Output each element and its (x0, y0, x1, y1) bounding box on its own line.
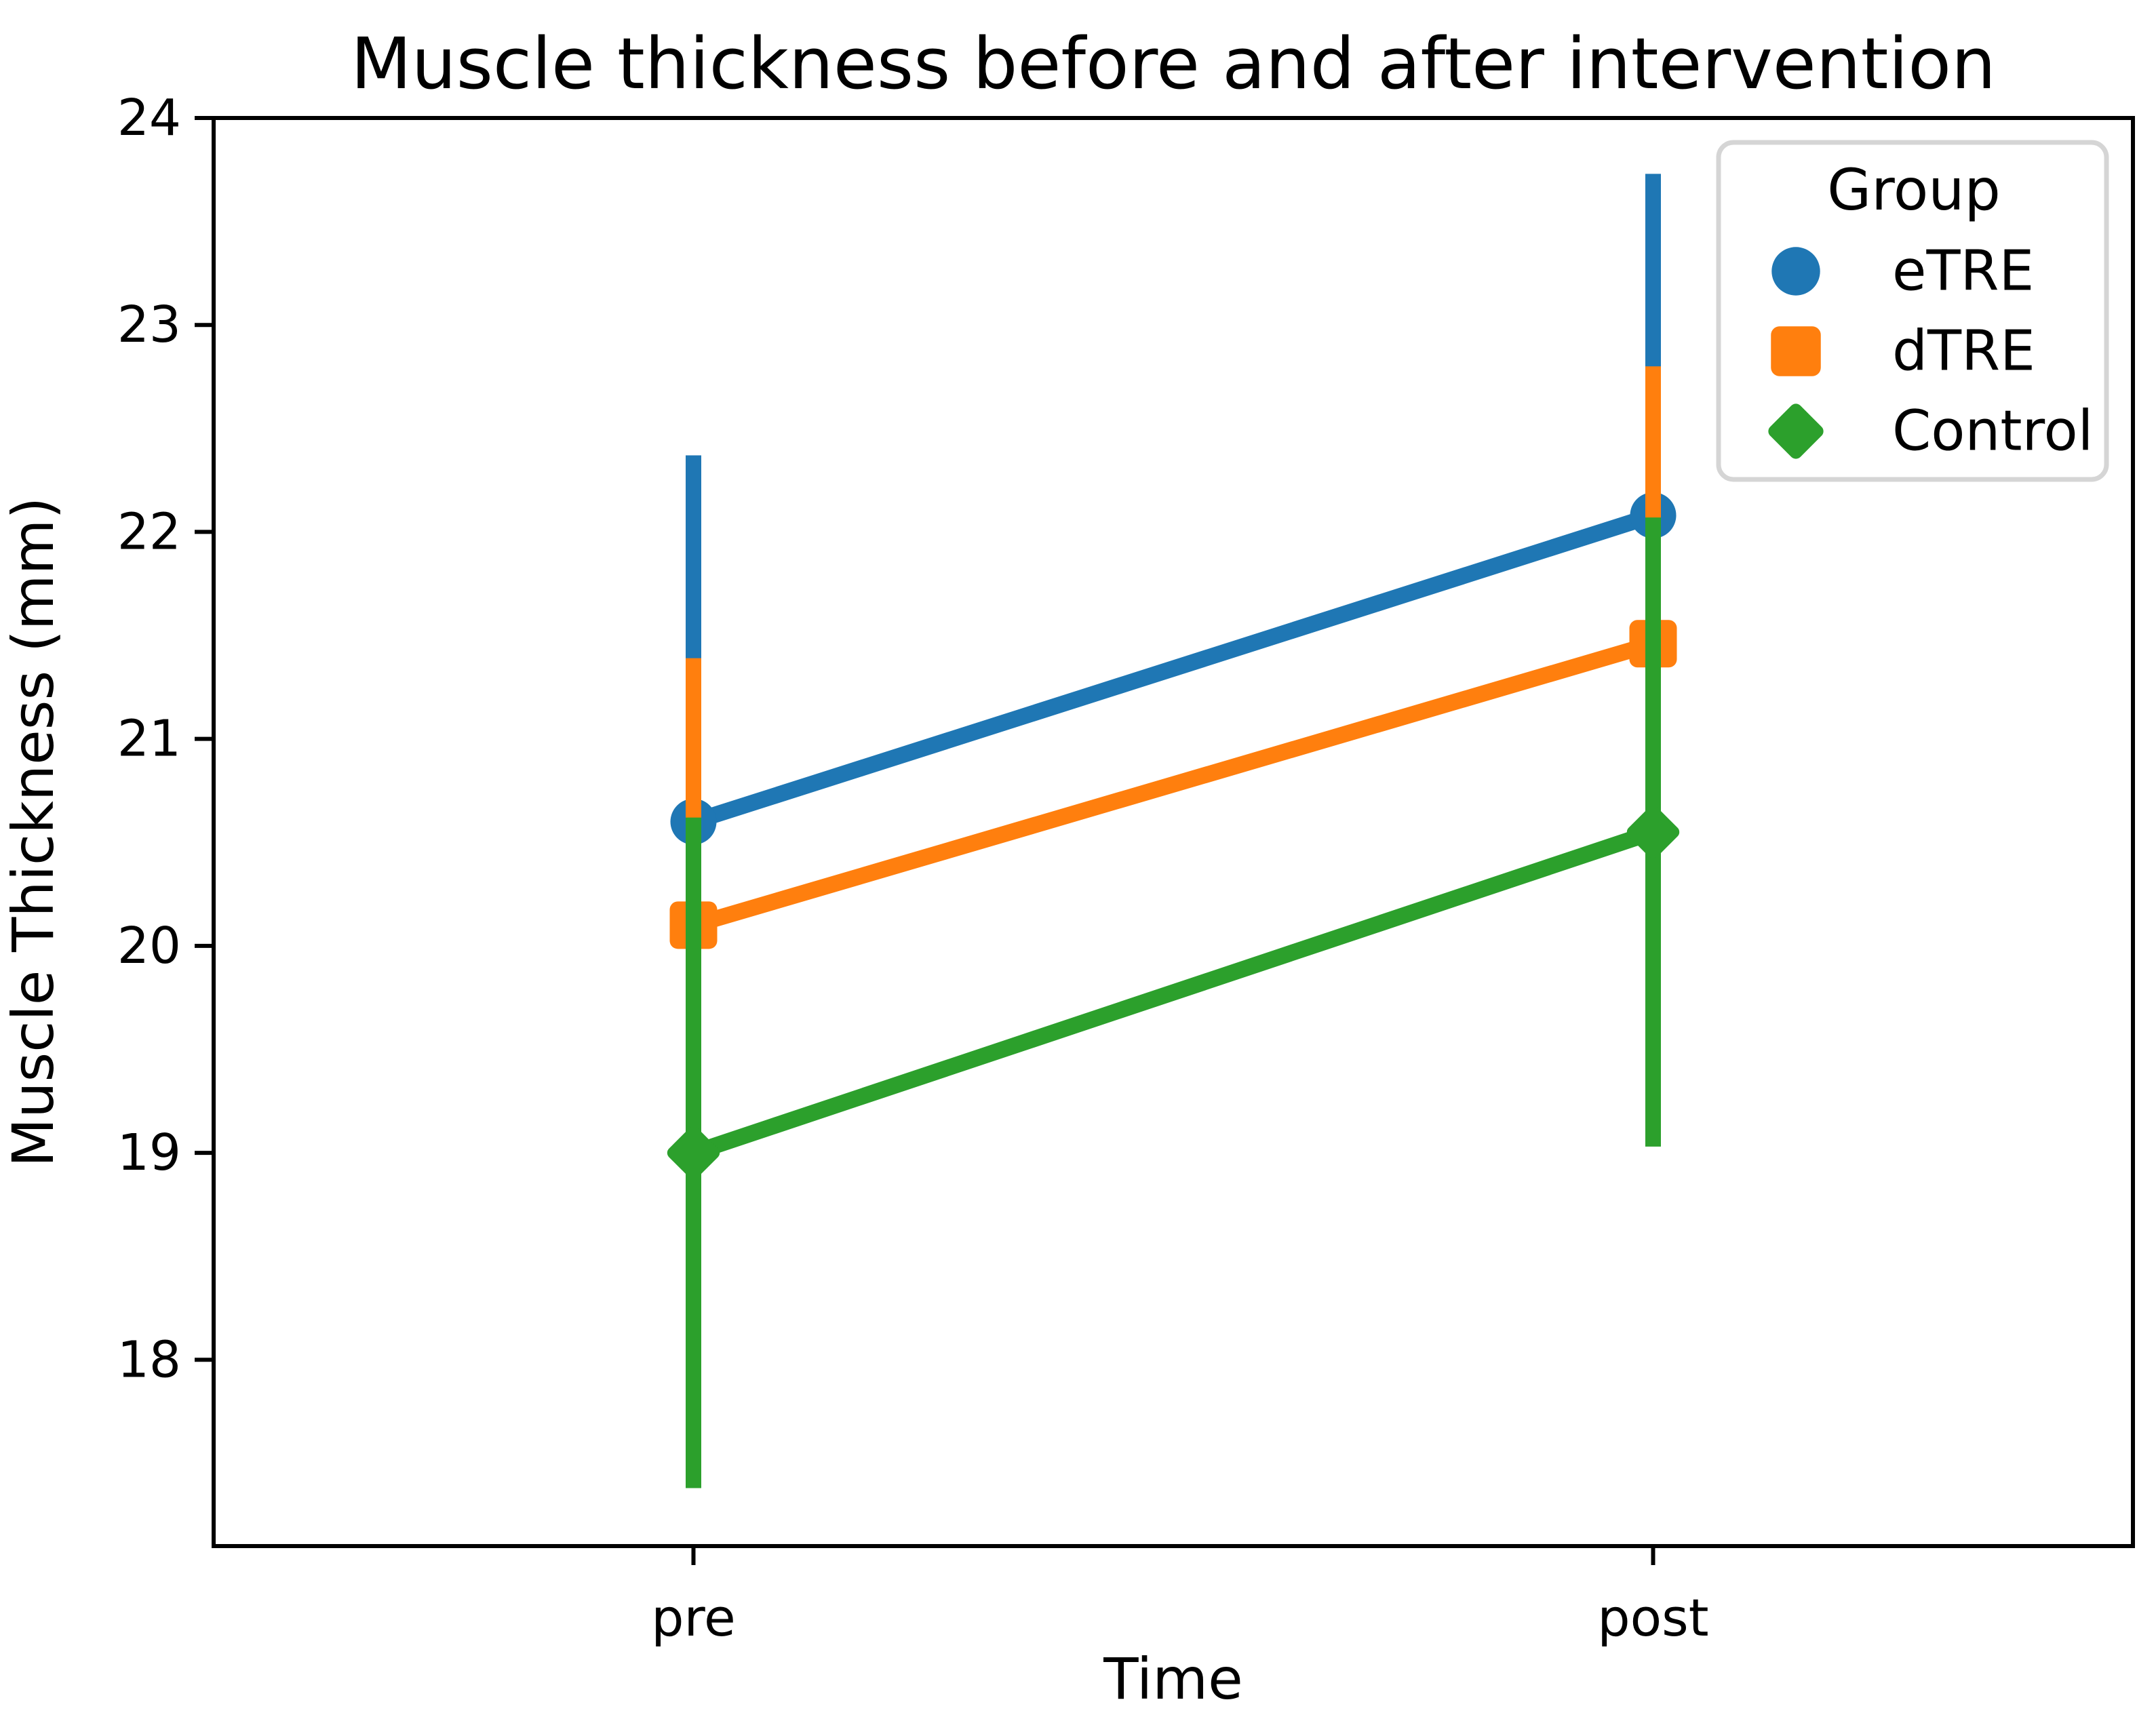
legend-label-control: Control (1892, 399, 2093, 464)
x-axis: pre post (651, 1546, 1709, 1648)
x-tick-label-pre: pre (651, 1587, 736, 1648)
y-tick-label-18: 18 (117, 1330, 181, 1389)
plot-frame (212, 116, 2135, 1548)
y-tick-label-22: 22 (117, 502, 181, 561)
legend-marker-Control-diamond-icon (1768, 403, 1824, 459)
series-Control (667, 517, 1680, 1488)
trend-line-dTRE (685, 635, 1662, 934)
x-axis-label: Time (1103, 1646, 1243, 1712)
trend-line-Control (685, 824, 1662, 1162)
legend-label-etre: eTRE (1892, 239, 2034, 304)
legend-label-dtre: dTRE (1892, 319, 2035, 384)
chart-title: Muscle thickness before and after interv… (351, 22, 1996, 105)
legend: Group eTRE dTRE Control (1716, 140, 2109, 482)
plot-series (667, 174, 1680, 1488)
x-tick-label-post: post (1597, 1587, 1708, 1648)
y-axis-label: Muscle Thickness (mm) (0, 497, 66, 1167)
y-tick-label-21: 21 (117, 710, 181, 768)
legend-marker-eTRE-circle-icon (1771, 247, 1820, 296)
y-tick-label-23: 23 (117, 296, 181, 354)
y-tick-label-24: 24 (117, 89, 181, 147)
legend-markers (1768, 247, 1824, 459)
y-tick-label-19: 19 (117, 1124, 181, 1182)
y-axis: 18 19 20 21 22 23 24 (117, 89, 214, 1389)
marker-Control-post (1626, 806, 1680, 858)
legend-marker-dTRE-square-icon (1771, 326, 1821, 376)
marker-Control-pre (667, 1126, 720, 1179)
trend-line-eTRE (685, 507, 1662, 830)
legend-title: Group (1827, 157, 2001, 223)
y-tick-label-20: 20 (117, 917, 181, 975)
legend-box (1716, 140, 2109, 482)
